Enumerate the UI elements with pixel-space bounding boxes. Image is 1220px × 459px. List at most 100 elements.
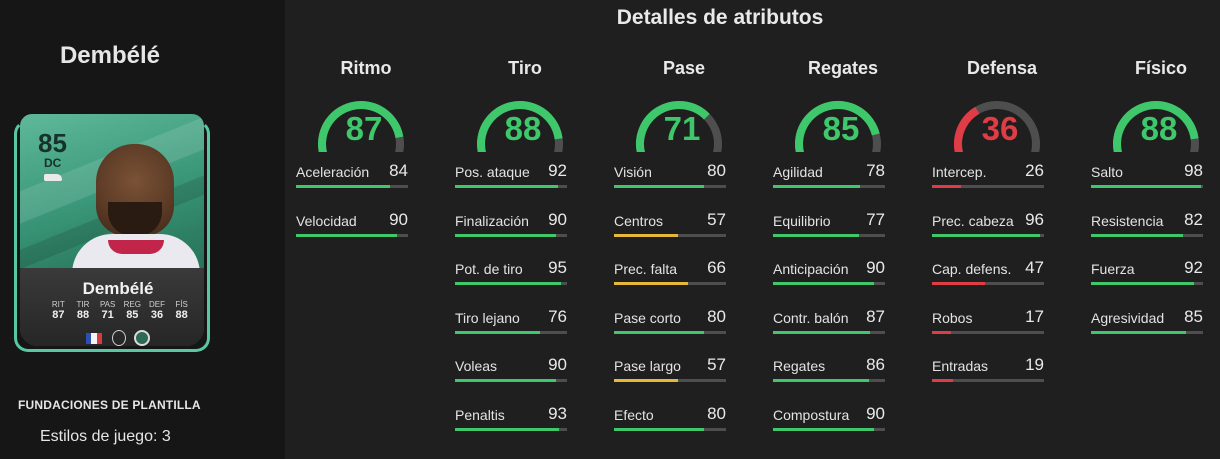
attribute-bar-fill: [773, 185, 861, 188]
attribute-name: Agilidad: [773, 164, 823, 180]
attribute-name: Efecto: [614, 407, 654, 423]
gauge-arc: [1113, 101, 1199, 152]
attribute-bar-fill: [614, 233, 678, 237]
attribute-bar-fill: [932, 330, 952, 334]
attribute-value: 87: [866, 306, 885, 326]
attribute-name: Entradas: [932, 358, 989, 375]
attribute-bar-fill: [455, 233, 556, 237]
attribute-bar-fill: [1091, 185, 1201, 188]
attribute-bar: [455, 330, 567, 334]
gauge-fill: [795, 100, 880, 152]
attribute-value: 92: [1184, 258, 1203, 278]
attribute-value: 80: [707, 161, 726, 180]
attribute-name: Salto: [1091, 164, 1123, 180]
category-value: 88: [504, 110, 542, 147]
category-title: Defensa: [966, 58, 1038, 78]
player-card[interactable]: 85 DC Dembélé RIT TIR PAS REG DEF FÍS 87…: [14, 110, 210, 352]
card-stat-value: 36: [150, 309, 164, 321]
attribute-name: Regates: [773, 358, 826, 375]
gauge-fill: [954, 106, 980, 152]
attribute-name: Pos. ataque: [455, 164, 530, 180]
attribute-bar-fill: [773, 330, 871, 334]
card-player-name: Dembélé: [82, 279, 154, 298]
attribute-bar: [932, 233, 1044, 237]
attribute-bar: [455, 379, 567, 383]
attribute-value: 47: [1025, 258, 1044, 278]
attribute-value: 78: [866, 161, 885, 180]
attribute-value: 90: [548, 209, 567, 229]
attribute-bar-fill: [1091, 330, 1187, 334]
kit-trim: [108, 240, 164, 254]
club-badge-icon: [134, 330, 150, 346]
card-stat-label: REG: [123, 300, 141, 309]
attribute-bar: [455, 282, 567, 286]
attribute-value: 96: [1025, 209, 1044, 229]
attribute-bar-fill: [932, 379, 954, 383]
attribute-bar: [455, 185, 567, 188]
attribute-bar: [773, 233, 885, 237]
attribute-bar: [614, 428, 726, 431]
attribute-bar-fill: [1091, 233, 1183, 237]
attribute-bar: [773, 330, 885, 334]
attribute-name: Prec. falta: [614, 261, 678, 278]
player-portrait-beard: [108, 202, 162, 236]
attribute-bar-fill: [614, 379, 678, 383]
attribute-value: 86: [866, 355, 885, 375]
attribute-bar: [773, 379, 885, 383]
attribute-bar: [296, 233, 408, 237]
attribute-bar: [1091, 185, 1203, 188]
attribute-bar: [1091, 330, 1203, 334]
attribute-value: 57: [707, 209, 726, 229]
attribute-value: 93: [548, 404, 567, 423]
attribute-name: Voleas: [455, 358, 498, 375]
card-stat-label: RIT: [51, 300, 65, 309]
attribute-bar: [773, 185, 885, 188]
category-title: Ritmo: [340, 58, 392, 78]
attribute-bar: [614, 233, 726, 237]
card-background: 85 DC Dembélé RIT TIR PAS REG DEF FÍS 87…: [20, 114, 204, 346]
attribute-value: 80: [707, 404, 726, 423]
category-title: Pase: [662, 58, 706, 78]
play-styles-count[interactable]: Estilos de juego: 3: [40, 428, 171, 445]
attribute-bar: [455, 428, 567, 431]
attribute-name: Cap. defens.: [932, 261, 1012, 278]
attribute-bar-fill: [932, 282, 985, 286]
card-stat-label: TIR: [76, 300, 90, 309]
attribute-value: 76: [548, 306, 567, 326]
attribute-value: 66: [707, 258, 726, 278]
attribute-name: Pase corto: [614, 309, 681, 326]
attribute-name: Visión: [614, 164, 652, 180]
category-gauge: 88: [473, 92, 573, 152]
card-stat-label: DEF: [148, 300, 165, 309]
attribute-bar-fill: [614, 282, 688, 286]
attribute-value: 80: [707, 306, 726, 326]
attribute-value: 19: [1025, 355, 1044, 375]
player-portrait-kit: [72, 234, 200, 274]
attribute-name: Pase largo: [614, 358, 681, 375]
attribute-name: Tiro lejano: [455, 309, 520, 326]
category-title: Tiro: [508, 58, 542, 78]
attribute-name: Centros: [614, 212, 664, 229]
card-stat-label: PAS: [99, 300, 116, 309]
attribute-name: Anticipación: [773, 261, 849, 278]
attribute-bar-fill: [773, 428, 874, 431]
attribute-bar-fill: [614, 428, 704, 431]
attribute-bar: [773, 428, 885, 431]
card-stat-value: 88: [76, 309, 90, 321]
attribute-bar-fill: [296, 233, 397, 237]
attribute-bar-fill: [614, 185, 704, 188]
attribute-bar: [614, 282, 726, 286]
attribute-bar-fill: [1091, 282, 1195, 286]
attribute-bar-fill: [455, 282, 562, 286]
attribute-bar-fill: [455, 428, 560, 431]
attribute-name: Contr. balón: [773, 309, 849, 326]
card-rating: 85: [38, 128, 67, 158]
attribute-bar-fill: [773, 282, 874, 286]
gauge-arc: [795, 100, 881, 152]
attribute-value: 84: [389, 161, 408, 180]
attribute-name: Robos: [932, 309, 973, 326]
attribute-bar-fill: [455, 330, 541, 334]
attribute-value: 85: [1184, 306, 1203, 326]
attribute-value: 17: [1025, 306, 1044, 326]
card-stat-label: FÍS: [175, 300, 188, 309]
